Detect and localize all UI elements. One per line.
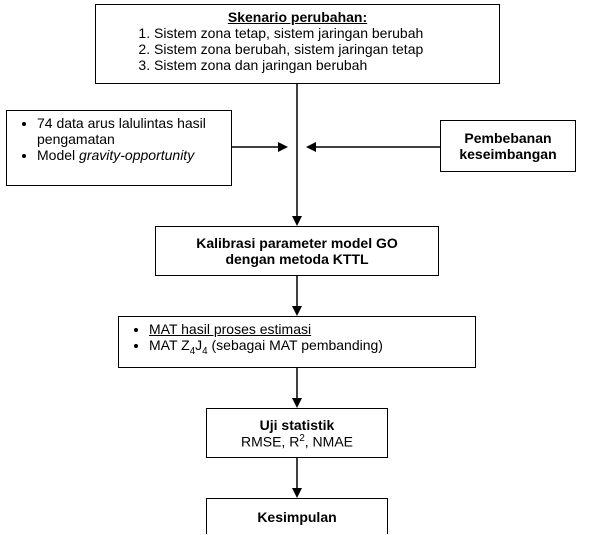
scenario-item: Sistem zona dan jaringan berubah (154, 57, 491, 73)
mat-result-list: MAT hasil proses estimasi MAT Z4J4 (seba… (127, 321, 467, 357)
stat-test-title: Uji statistik (215, 417, 379, 433)
scenario-list: Sistem zona tetap, sistem jaringan berub… (132, 25, 491, 73)
right-input-box: Pembebanan keseimbangan (440, 120, 576, 172)
scenario-title: Skenario perubahan: (104, 9, 491, 25)
calibration-line1: Kalibrasi parameter model GO (164, 235, 430, 251)
left-input-item: Model gravity-opportunity (37, 147, 223, 163)
gravity-opportunity-label: gravity-opportunity (79, 147, 194, 163)
mat-estimasi-label: MAT hasil proses estimasi (149, 321, 311, 337)
stat-test-metrics-b: , NMAE (305, 433, 353, 449)
left-input-item-label: Model (37, 147, 79, 163)
mat-compare-suffix: (sebagai MAT pembanding) (208, 337, 383, 353)
conclusion-label: Kesimpulan (257, 509, 336, 525)
mat-compare-prefix: MAT Z (149, 337, 190, 353)
right-input-line1: Pembebanan (449, 130, 567, 146)
left-input-item: 74 data arus lalulintas hasil pengamatan (37, 115, 223, 147)
mat-result-box: MAT hasil proses estimasi MAT Z4J4 (seba… (118, 316, 476, 368)
scenario-item: Sistem zona berubah, sistem jaringan tet… (154, 41, 491, 57)
calibration-box: Kalibrasi parameter model GO dengan meto… (155, 226, 439, 276)
right-input-line2: keseimbangan (449, 146, 567, 162)
scenario-box: Skenario perubahan: Sistem zona tetap, s… (95, 4, 500, 84)
scenario-item: Sistem zona tetap, sistem jaringan berub… (154, 25, 491, 41)
stat-test-box: Uji statistik RMSE, R2, NMAE (206, 408, 388, 458)
stat-test-metrics-a: RMSE, R (241, 433, 299, 449)
mat-result-item: MAT hasil proses estimasi (149, 321, 467, 337)
left-input-box: 74 data arus lalulintas hasil pengamatan… (6, 110, 232, 186)
calibration-line2: dengan metoda KTTL (164, 251, 430, 267)
mat-result-item: MAT Z4J4 (sebagai MAT pembanding) (149, 337, 467, 357)
left-input-list: 74 data arus lalulintas hasil pengamatan… (15, 115, 223, 163)
conclusion-box: Kesimpulan (206, 498, 388, 534)
stat-test-metrics: RMSE, R2, NMAE (215, 433, 379, 450)
